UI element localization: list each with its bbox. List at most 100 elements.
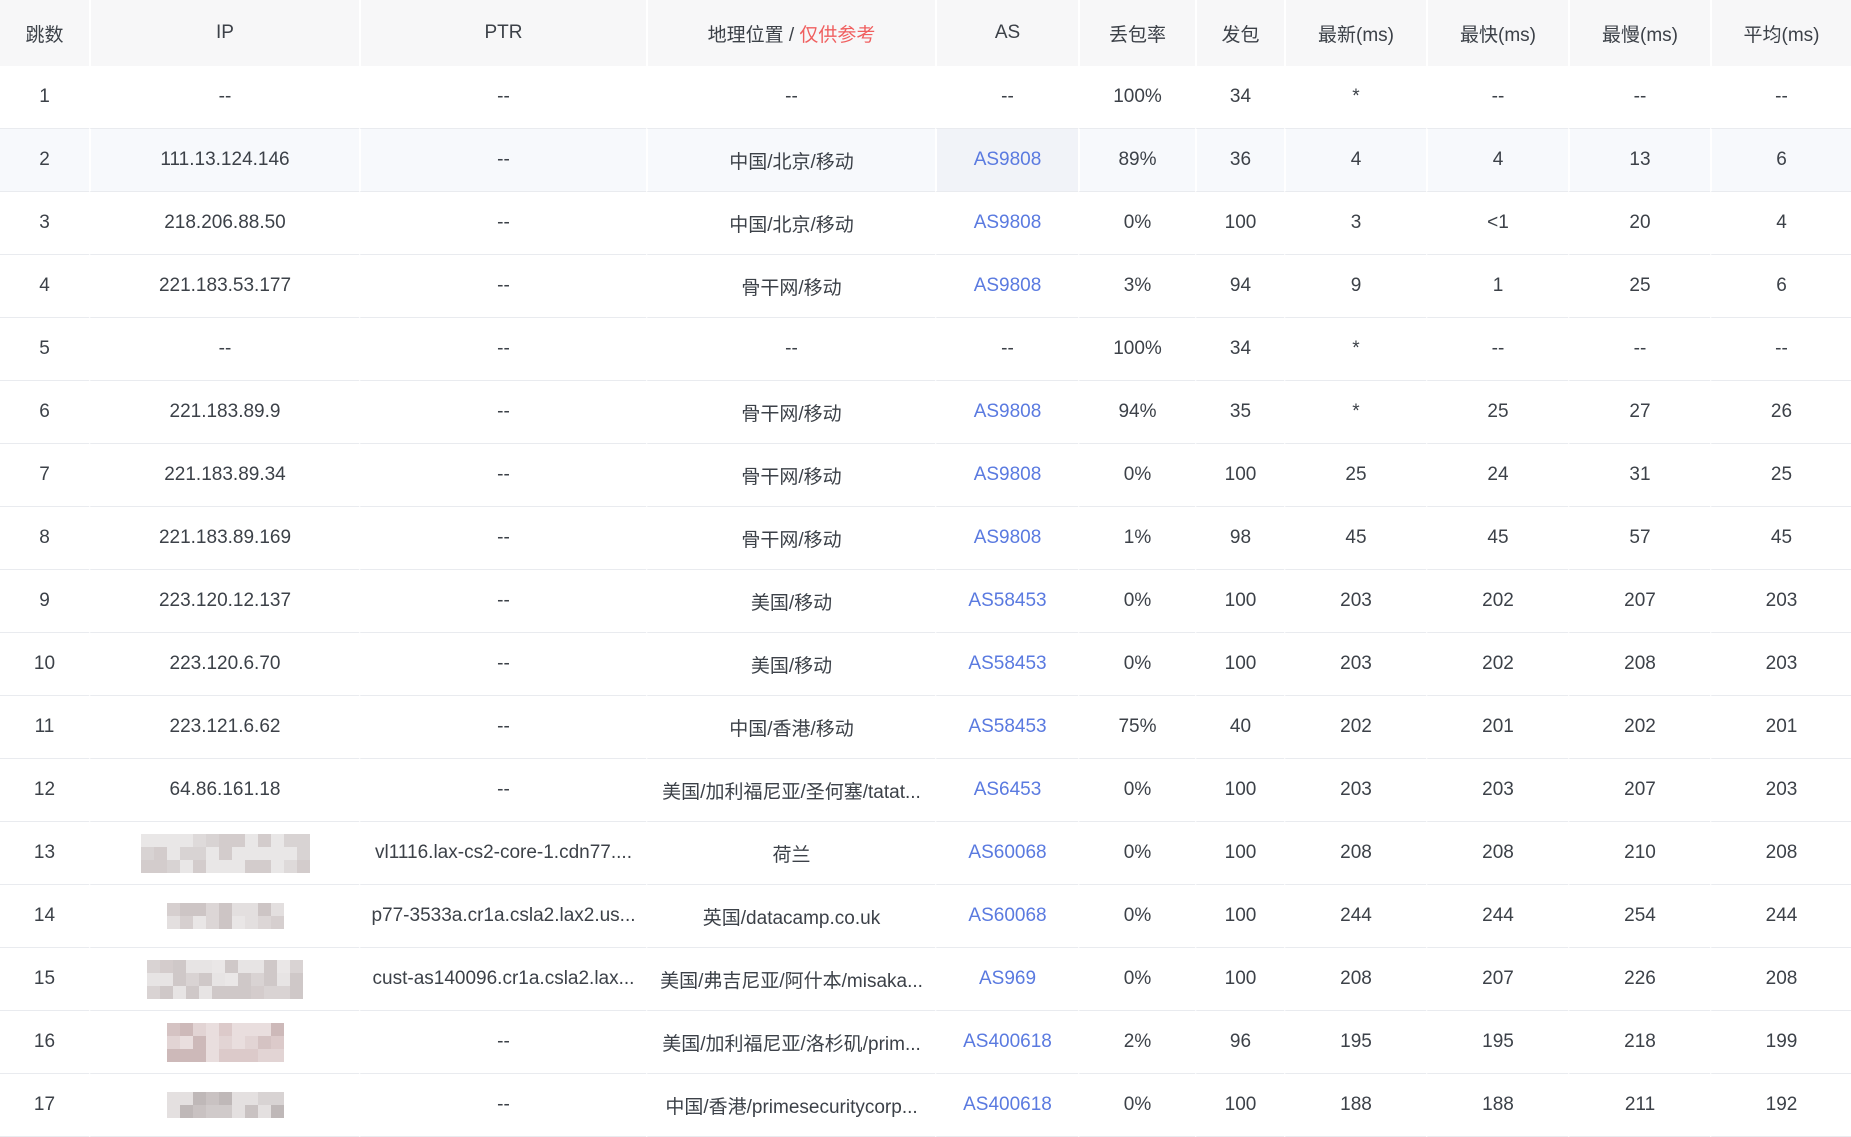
best-cell: 202	[1426, 570, 1568, 633]
ptr-cell: --	[359, 1011, 646, 1074]
sent-cell: 100	[1195, 633, 1284, 696]
hop-cell: 4	[0, 255, 89, 318]
avg-cell: 201	[1710, 696, 1851, 759]
loss-cell: 94%	[1078, 381, 1195, 444]
best-cell: 201	[1426, 696, 1568, 759]
ip-cell	[89, 1074, 359, 1137]
ip-cell: 221.183.89.34	[89, 444, 359, 507]
ip-cell: --	[89, 318, 359, 381]
sent-cell: 34	[1195, 318, 1284, 381]
hop-cell: 12	[0, 759, 89, 822]
loss-cell: 100%	[1078, 66, 1195, 129]
header-location-label: 地理位置 /	[707, 24, 795, 46]
hop-cell: 5	[0, 318, 89, 381]
location-cell: 骨干网/移动	[646, 444, 935, 507]
header-hop: 跳数	[0, 0, 89, 66]
latest-cell: 188	[1284, 1074, 1426, 1137]
ptr-cell: --	[359, 633, 646, 696]
best-cell: --	[1426, 318, 1568, 381]
loss-cell: 89%	[1078, 129, 1195, 192]
as-link[interactable]: AS969	[978, 968, 1037, 989]
table-row: 7 221.183.89.34 -- 骨干网/移动 AS9808 0% 100 25 24 31 2…	[0, 444, 1851, 507]
ip-cell	[89, 948, 359, 1011]
as-cell: --	[935, 66, 1078, 129]
ip-cell: 221.183.89.9	[89, 381, 359, 444]
hop-cell: 15	[0, 948, 89, 1011]
sent-cell: 100	[1195, 948, 1284, 1011]
avg-cell: 45	[1710, 507, 1851, 570]
as-link[interactable]: AS9808	[973, 527, 1042, 548]
worst-cell: 254	[1568, 885, 1710, 948]
worst-cell: 226	[1568, 948, 1710, 1011]
as-link[interactable]: AS400618	[963, 1094, 1052, 1115]
table-row: 16 -- 美国/加利福尼亚/洛杉矶/prim... AS400618 2% 96 195 1…	[0, 1011, 1851, 1074]
as-link[interactable]: AS9808	[973, 464, 1042, 485]
avg-cell: 208	[1710, 948, 1851, 1011]
ip-cell	[89, 885, 359, 948]
latest-cell: 25	[1284, 444, 1426, 507]
avg-cell: 199	[1710, 1011, 1851, 1074]
as-link[interactable]: AS400618	[963, 1031, 1052, 1052]
ptr-cell: --	[359, 318, 646, 381]
ptr-cell: --	[359, 381, 646, 444]
header-avg: 平均(ms)	[1710, 0, 1851, 66]
worst-cell: 202	[1568, 696, 1710, 759]
loss-cell: 0%	[1078, 759, 1195, 822]
as-link[interactable]: AS6453	[973, 779, 1042, 800]
hop-cell: 10	[0, 633, 89, 696]
location-cell: 美国/移动	[646, 633, 935, 696]
table-row: 14 p77-3533a.cr1a.csla2.lax2.us... 英国/data…	[0, 885, 1851, 948]
as-link[interactable]: AS60068	[968, 905, 1047, 926]
sent-cell: 35	[1195, 381, 1284, 444]
as-link[interactable]: AS58453	[968, 653, 1047, 674]
as-link[interactable]: AS9808	[973, 275, 1042, 296]
table-row: 13 vl1116.lax-cs2-core-1.cdn77.... 荷兰 AS600…	[0, 822, 1851, 885]
as-link[interactable]: AS9808	[973, 212, 1042, 233]
worst-cell: 218	[1568, 1011, 1710, 1074]
loss-cell: 0%	[1078, 822, 1195, 885]
table-row: 4 221.183.53.177 -- 骨干网/移动 AS9808 3% 94 9 1 25 6	[0, 255, 1851, 318]
avg-cell: 203	[1710, 570, 1851, 633]
redacted-ip-mosaic	[166, 1022, 284, 1062]
best-cell: 244	[1426, 885, 1568, 948]
location-cell: 美国/移动	[646, 570, 935, 633]
best-cell: 4	[1426, 129, 1568, 192]
header-ip: IP	[89, 0, 359, 66]
latest-cell: 208	[1284, 822, 1426, 885]
best-cell: <1	[1426, 192, 1568, 255]
sent-cell: 94	[1195, 255, 1284, 318]
ip-cell	[89, 1011, 359, 1074]
worst-cell: 211	[1568, 1074, 1710, 1137]
as-cell: AS58453	[935, 570, 1078, 633]
as-link[interactable]: AS58453	[968, 590, 1047, 611]
redacted-ip-mosaic	[166, 903, 284, 929]
latest-cell: 195	[1284, 1011, 1426, 1074]
ip-cell: --	[89, 66, 359, 129]
as-cell: AS9808	[935, 192, 1078, 255]
sent-cell: 34	[1195, 66, 1284, 129]
ptr-cell: --	[359, 255, 646, 318]
ptr-cell: --	[359, 696, 646, 759]
hop-cell: 14	[0, 885, 89, 948]
hop-cell: 2	[0, 129, 89, 192]
as-link[interactable]: AS60068	[968, 842, 1047, 863]
sent-cell: 100	[1195, 885, 1284, 948]
sent-cell: 96	[1195, 1011, 1284, 1074]
latest-cell: 9	[1284, 255, 1426, 318]
ptr-cell: --	[359, 759, 646, 822]
location-cell: 中国/香港/primesecuritycorp...	[646, 1074, 935, 1137]
hop-cell: 13	[0, 822, 89, 885]
as-link[interactable]: AS58453	[968, 716, 1047, 737]
table-row: 2 111.13.124.146 -- 中国/北京/移动 AS9808 89% 36 4 4 13…	[0, 129, 1851, 192]
as-cell: AS400618	[935, 1074, 1078, 1137]
table-row: 10 223.120.6.70 -- 美国/移动 AS58453 0% 100 203 202 2…	[0, 633, 1851, 696]
latest-cell: 3	[1284, 192, 1426, 255]
sent-cell: 98	[1195, 507, 1284, 570]
table-row: 8 221.183.89.169 -- 骨干网/移动 AS9808 1% 98 45 45 57 4…	[0, 507, 1851, 570]
as-link[interactable]: AS9808	[973, 401, 1042, 422]
as-link[interactable]: AS9808	[973, 149, 1042, 170]
sent-cell: 100	[1195, 1074, 1284, 1137]
ptr-cell: --	[359, 570, 646, 633]
header-best: 最快(ms)	[1426, 0, 1568, 66]
